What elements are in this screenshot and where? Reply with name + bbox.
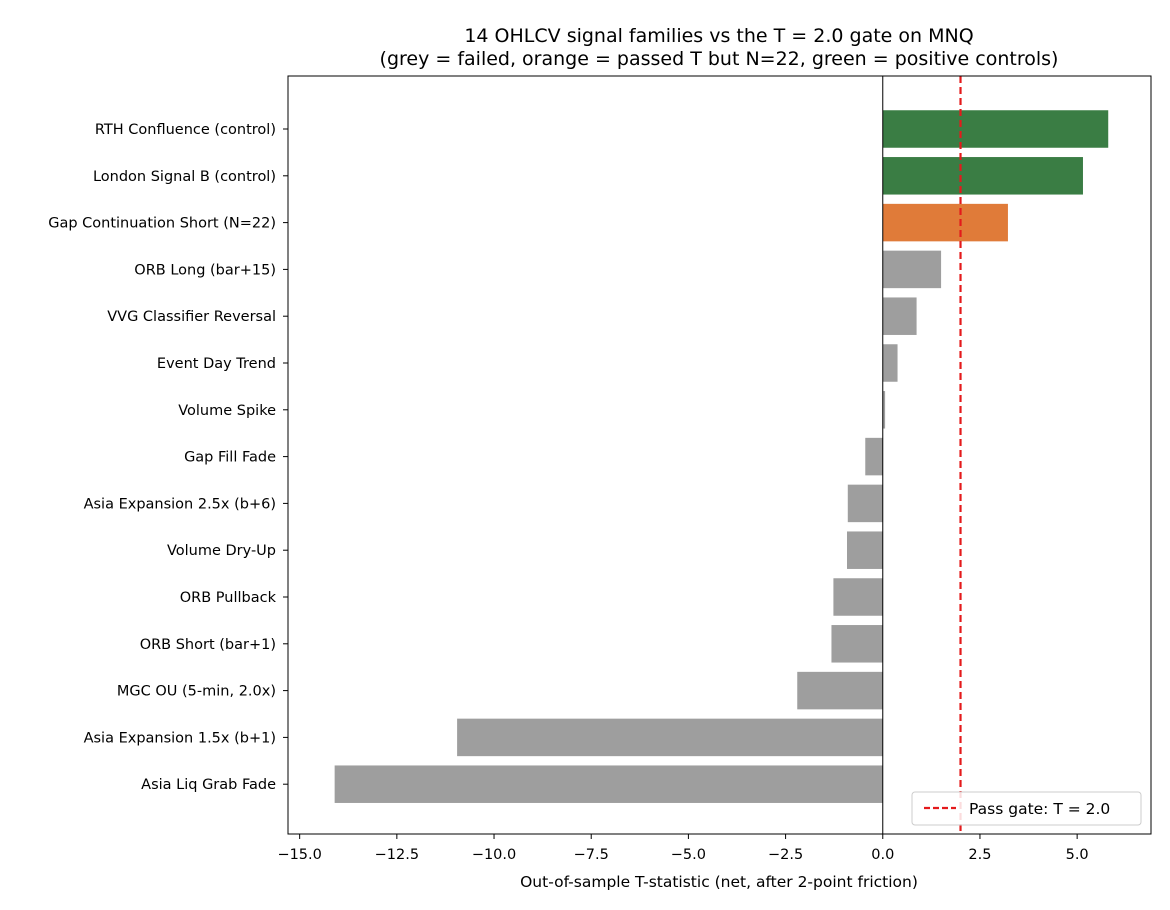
bar [882, 391, 886, 429]
y-tick-label: ORB Short (bar+1) [140, 637, 276, 653]
bar [882, 110, 1109, 148]
legend-box [911, 791, 1142, 826]
x-tick-label: −10.0 [472, 847, 516, 863]
y-tick-label: Event Day Trend [157, 356, 276, 372]
x-tick-label: 2.5 [968, 847, 991, 863]
x-axis-label: Out-of-sample T-statistic (net, after 2-… [520, 873, 918, 891]
bar [882, 250, 942, 289]
x-tick-label: −7.5 [574, 847, 609, 863]
chart-title: 14 OHLCV signal families vs the T = 2.0 … [464, 25, 973, 47]
x-tick-label: −2.5 [768, 847, 803, 863]
bar [847, 531, 883, 569]
axes-frame [287, 75, 1152, 835]
x-tick-label: −5.0 [671, 847, 706, 863]
y-tick-label: London Signal B (control) [93, 169, 276, 185]
bar [334, 765, 883, 803]
bar [882, 344, 898, 382]
y-tick-label: ORB Long (bar+15) [134, 262, 276, 278]
x-tick-label: −15.0 [277, 847, 321, 863]
y-tick-label: Asia Liq Grab Fade [141, 777, 276, 793]
y-tick-label: Volume Spike [178, 403, 276, 419]
bar [882, 297, 917, 335]
y-tick-label: RTH Confluence (control) [95, 122, 276, 138]
bar [457, 718, 883, 757]
bar [847, 484, 883, 523]
legend-gate-label: Pass gate: T = 2.0 [969, 800, 1110, 818]
plot-area: RTH Confluence (control) London Signal B … [48, 75, 1152, 863]
bar [882, 203, 1008, 242]
x-tick-label: 5.0 [1066, 847, 1089, 863]
bar [833, 578, 883, 616]
y-tick-label: Asia Expansion 2.5x (b+6) [84, 496, 276, 512]
chart-subtitle: (grey = failed, orange = passed T but N=… [380, 48, 1059, 70]
y-tick-label: Gap Fill Fade [184, 450, 276, 466]
bar [865, 437, 883, 476]
y-tick-label: MGC OU (5-min, 2.0x) [117, 684, 276, 700]
bar [831, 625, 883, 663]
x-tick-label: −12.5 [375, 847, 419, 863]
bar [797, 671, 883, 710]
y-tick-label: Asia Expansion 1.5x (b+1) [84, 730, 276, 746]
y-tick-label: Gap Continuation Short (N=22) [48, 216, 276, 232]
x-tick-label: 0.0 [871, 847, 894, 863]
y-tick-label: ORB Pullback [180, 590, 277, 606]
legend: Pass gate: T = 2.0 [911, 791, 1142, 826]
y-tick-label: Volume Dry-Up [167, 543, 276, 559]
bar [882, 157, 1083, 195]
y-tick-label: VVG Classifier Reversal [107, 309, 276, 325]
